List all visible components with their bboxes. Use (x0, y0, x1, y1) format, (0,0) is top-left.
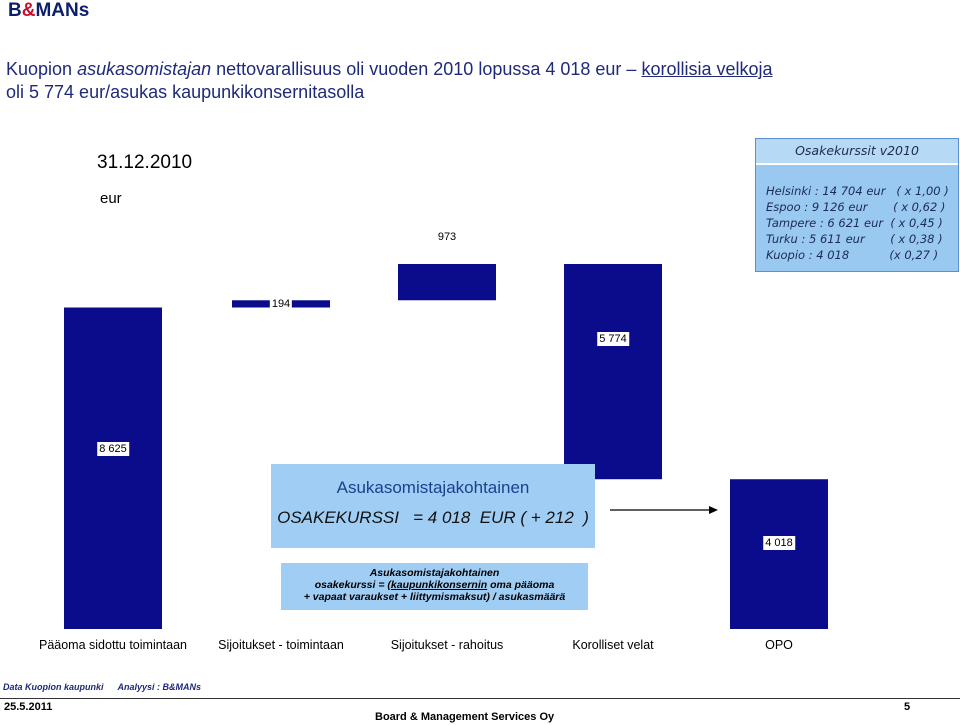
footer-date: 25.5.2011 (4, 701, 53, 713)
footer-company: Board & Management Services Oy (375, 711, 555, 723)
category-label-2: Sijoitukset - rahoitus (390, 638, 504, 652)
category-label-4: OPO (765, 638, 793, 652)
chart-unit: eur (100, 190, 122, 207)
share-price-box: Osakekurssit v2010 Helsinki : 14 704 eur… (755, 138, 959, 272)
headline-part: Kuopion (6, 59, 78, 79)
share-price-callout: Asukasomistajakohtainen OSAKEKURSSI = 4 … (271, 464, 595, 548)
data-label-3: 5 774 (597, 332, 629, 346)
formula-line-1: Asukasomistajakohtainen (369, 567, 500, 579)
share-price-row: Kuopio : 4 018 (x 0,27 ) (766, 248, 939, 262)
category-label-3: Korolliset velat (572, 638, 654, 652)
headline-part: nettovarallisuus oli vuoden 2010 lopussa… (211, 59, 642, 79)
data-label-0: 8 625 (97, 442, 129, 456)
share-price-row: Helsinki : 14 704 eur ( x 1,00 ) (766, 184, 949, 198)
bar-4 (730, 479, 828, 629)
chart-date: 31.12.2010 (97, 152, 193, 173)
footer-source: Data Kuopion kaupunki Analyysi : B&MANs (3, 682, 202, 692)
data-label-4: 4 018 (763, 536, 795, 550)
footer-divider (0, 698, 960, 699)
category-label-1: Sijoitukset - toimintaan (218, 638, 344, 652)
logo: B&MANs (8, 0, 90, 21)
formula-line-2: osakekurssi = (kaupunkikonsernin oma pää… (314, 579, 555, 591)
category-label-0: Pääoma sidottu toimintaan (38, 638, 188, 652)
page-title: Kuopion asukasomistajan nettovarallisuus… (6, 58, 866, 104)
callout-value: OSAKEKURSSI = 4 018 EUR ( + 212 ) (277, 508, 589, 527)
data-label-2: 973 (435, 230, 459, 244)
share-price-row: Espoo : 9 126 eur ( x 0,62 ) (766, 200, 946, 214)
share-price-box-title: Osakekurssit v2010 (756, 139, 958, 165)
bar-2 (398, 264, 496, 301)
page-number: 5 (904, 701, 911, 713)
headline-underlined: korollisia velkoja (641, 59, 773, 79)
bar-0 (64, 307, 162, 629)
data-label-1: 194 (269, 297, 293, 312)
callout-title: Asukasomistajakohtainen (336, 478, 530, 497)
share-price-row: Tampere : 6 621 eur ( x 0,45 ) (766, 216, 943, 230)
headline-line-2: oli 5 774 eur/asukas kaupunkikonsernitas… (6, 82, 365, 102)
share-price-row: Turku : 5 611 eur ( x 0,38 ) (766, 232, 943, 246)
bar-3 (564, 264, 662, 480)
formula-line-3: + vapaat varaukset + liittymismaksut) / … (303, 591, 566, 603)
formula-box: Asukasomistajakohtainen osakekurssi = (k… (281, 563, 588, 610)
arrow-head (709, 506, 718, 514)
headline-italic: asukasomistajan (77, 59, 212, 79)
